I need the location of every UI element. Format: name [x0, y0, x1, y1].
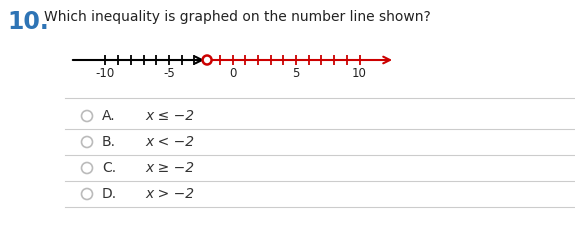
Text: 0: 0 — [229, 67, 236, 80]
Text: x > −2: x > −2 — [145, 187, 194, 201]
Text: x < −2: x < −2 — [145, 135, 194, 149]
Circle shape — [82, 110, 93, 122]
Circle shape — [202, 55, 212, 64]
Text: x ≥ −2: x ≥ −2 — [145, 161, 194, 175]
Text: -10: -10 — [96, 67, 115, 80]
Text: A.: A. — [102, 109, 116, 123]
Circle shape — [82, 137, 93, 148]
Text: 10: 10 — [352, 67, 367, 80]
Circle shape — [82, 163, 93, 174]
Text: B.: B. — [102, 135, 116, 149]
Text: Which inequality is graphed on the number line shown?: Which inequality is graphed on the numbe… — [44, 10, 431, 24]
Text: C.: C. — [102, 161, 116, 175]
Text: x ≤ −2: x ≤ −2 — [145, 109, 194, 123]
Text: 10.: 10. — [7, 10, 49, 34]
Text: -5: -5 — [163, 67, 175, 80]
Text: D.: D. — [102, 187, 117, 201]
Text: 5: 5 — [292, 67, 300, 80]
Circle shape — [82, 188, 93, 199]
